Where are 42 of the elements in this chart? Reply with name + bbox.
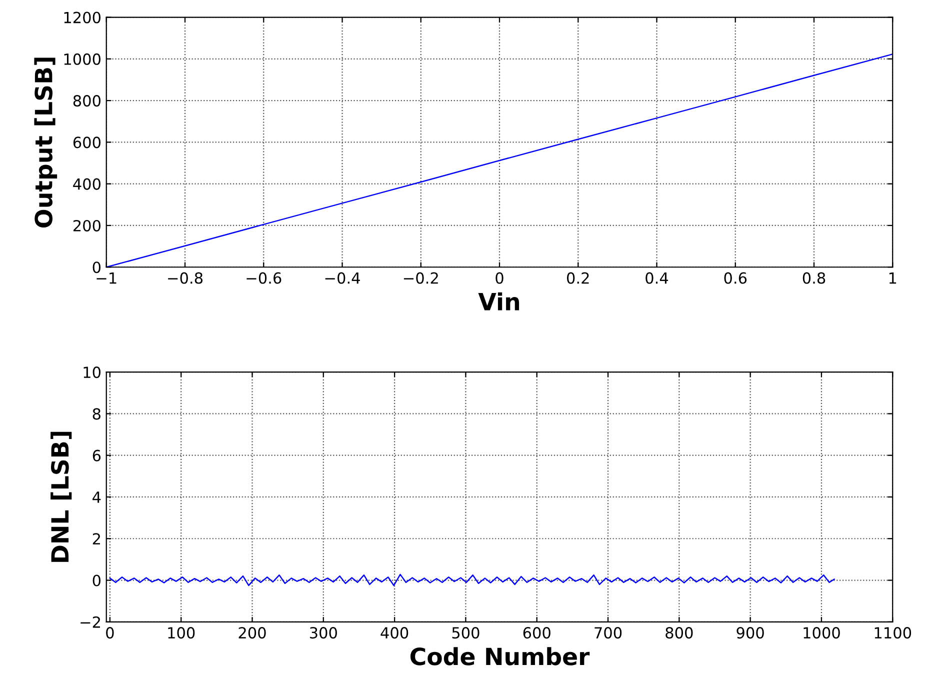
x-tick-label: −0.4 bbox=[325, 272, 360, 284]
y-axis-title: DNL [LSB] bbox=[50, 432, 72, 562]
x-tick-label: 800 bbox=[666, 627, 693, 639]
x-tick-label: −1 bbox=[96, 272, 116, 284]
y-tick-label: 6 bbox=[92, 450, 101, 462]
x-tick-label: 100 bbox=[168, 627, 195, 639]
x-tick-label: 600 bbox=[523, 627, 550, 639]
x-tick-label: 900 bbox=[736, 627, 764, 639]
x-tick-label: 500 bbox=[452, 627, 480, 639]
y-axis-title: Output [LSB] bbox=[34, 58, 58, 228]
x-tick-label: 0.6 bbox=[724, 272, 747, 284]
y-tick-label: 4 bbox=[92, 492, 101, 503]
y-tick-label: 8 bbox=[92, 408, 100, 420]
x-tick-label: 700 bbox=[594, 627, 622, 639]
line-series bbox=[109, 574, 835, 586]
y-tick-label: 600 bbox=[73, 136, 100, 148]
x-tick-label: 0 bbox=[106, 627, 114, 639]
x-tick-label: −0.2 bbox=[404, 272, 438, 284]
x-tick-label: 0.8 bbox=[802, 272, 826, 284]
y-tick-label: 800 bbox=[73, 95, 100, 107]
x-tick-label: 1000 bbox=[804, 627, 840, 639]
x-tick-label: −0.8 bbox=[168, 272, 203, 284]
y-tick-label: 2 bbox=[92, 533, 100, 544]
y-tick-label: 1200 bbox=[64, 12, 100, 24]
x-tick-label: 0.4 bbox=[646, 272, 668, 284]
x-axis-title: Code Number bbox=[410, 647, 590, 666]
y-tick-label: −2 bbox=[80, 616, 100, 628]
x-axis-title: Vin bbox=[478, 292, 520, 310]
y-tick-label: 0 bbox=[92, 574, 100, 586]
x-tick-label: 0 bbox=[496, 272, 504, 284]
x-tick-label: 200 bbox=[238, 627, 266, 639]
x-tick-label: 400 bbox=[380, 627, 408, 639]
x-tick-label: 0.2 bbox=[566, 272, 589, 284]
x-tick-label: 1100 bbox=[874, 627, 912, 639]
x-tick-label: −0.6 bbox=[246, 272, 282, 284]
y-tick-label: 10 bbox=[84, 366, 100, 378]
y-tick-label: 200 bbox=[73, 220, 100, 232]
y-tick-label: 1000 bbox=[64, 53, 100, 65]
x-tick-label: 1 bbox=[889, 272, 896, 284]
x-tick-label: 300 bbox=[310, 627, 337, 639]
y-tick-label: 400 bbox=[73, 178, 100, 190]
y-tick-label: 0 bbox=[92, 262, 100, 274]
